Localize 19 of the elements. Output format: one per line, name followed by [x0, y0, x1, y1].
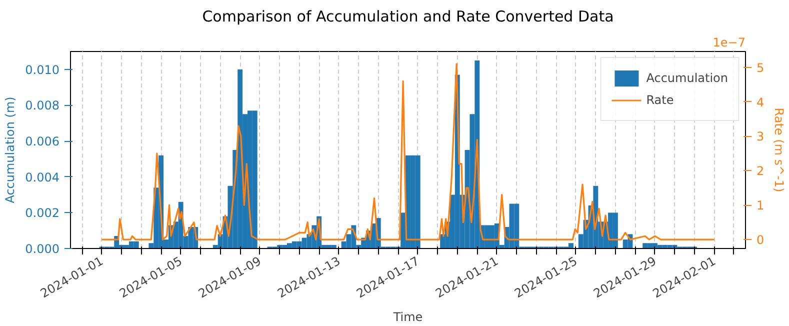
y-tick-label: 0.010 — [25, 62, 60, 77]
y2-tick-label: 1 — [756, 198, 764, 213]
y-tick-label: 0.008 — [25, 98, 60, 113]
y2-tick-label: 2 — [756, 164, 764, 178]
y-axis-title: Accumulation (m) — [3, 96, 18, 204]
y-tick-label: 0.006 — [25, 134, 60, 149]
y2-tick-label: 5 — [756, 60, 764, 75]
y-tick-label: 0.004 — [25, 170, 60, 184]
y2-tick-label: 3 — [756, 130, 764, 144]
chart-title: Comparison of Accumulation and Rate Converted Data — [202, 8, 614, 26]
y-tick-label: 0.002 — [25, 206, 60, 220]
y-tick-label: 0.000 — [25, 242, 60, 256]
y2-tick-label: 4 — [756, 95, 764, 110]
text: 1e−7 — [712, 36, 746, 50]
y2-tick-label: 0 — [756, 233, 764, 248]
legend-label: Accumulation — [646, 71, 728, 85]
y2-axis-title: Rate (m s^-1) — [772, 108, 786, 192]
legend-label: Rate — [646, 93, 674, 107]
x-axis-title: Time — [392, 310, 423, 324]
